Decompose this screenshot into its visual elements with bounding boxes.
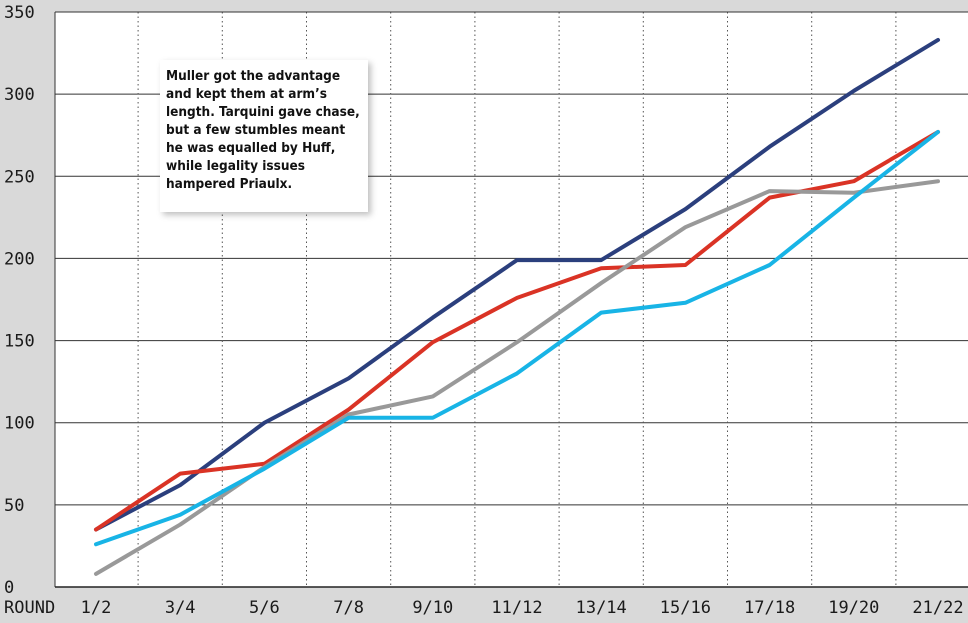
x-tick-label: 5/6	[249, 598, 280, 618]
x-axis-label: ROUND	[4, 598, 55, 618]
y-tick-label: 100	[4, 414, 35, 434]
x-tick-label: 21/22	[912, 598, 963, 618]
axes: 0 50 100 150 200 250 300 350 ROUND 1/2 3/4 5/6 7/8 9/…	[4, 3, 968, 618]
x-tick-label: 17/18	[744, 598, 795, 618]
x-tick-label: 9/10	[412, 598, 453, 618]
y-tick-label: 150	[4, 332, 35, 352]
annotation-box: Muller got the advantage and kept them a…	[160, 60, 368, 212]
y-tick-label: 200	[4, 249, 35, 269]
x-tick-label: 1/2	[81, 598, 112, 618]
x-tick-label: 13/14	[576, 598, 627, 618]
series-lines	[94, 37, 940, 576]
y-tick-label: 300	[4, 85, 35, 105]
x-tick-label: 11/12	[491, 598, 542, 618]
y-tick-label: 350	[4, 3, 35, 23]
y-tick-label: 50	[4, 496, 24, 516]
x-tick-label: 19/20	[828, 598, 879, 618]
y-tick-label: 250	[4, 167, 35, 187]
x-tick-label: 15/16	[660, 598, 711, 618]
annotation-text: Muller got the advantage and kept them a…	[166, 68, 360, 192]
x-tick-label: 3/4	[165, 598, 196, 618]
y-tick-label: 0	[4, 578, 14, 598]
x-tick-label: 7/8	[333, 598, 364, 618]
